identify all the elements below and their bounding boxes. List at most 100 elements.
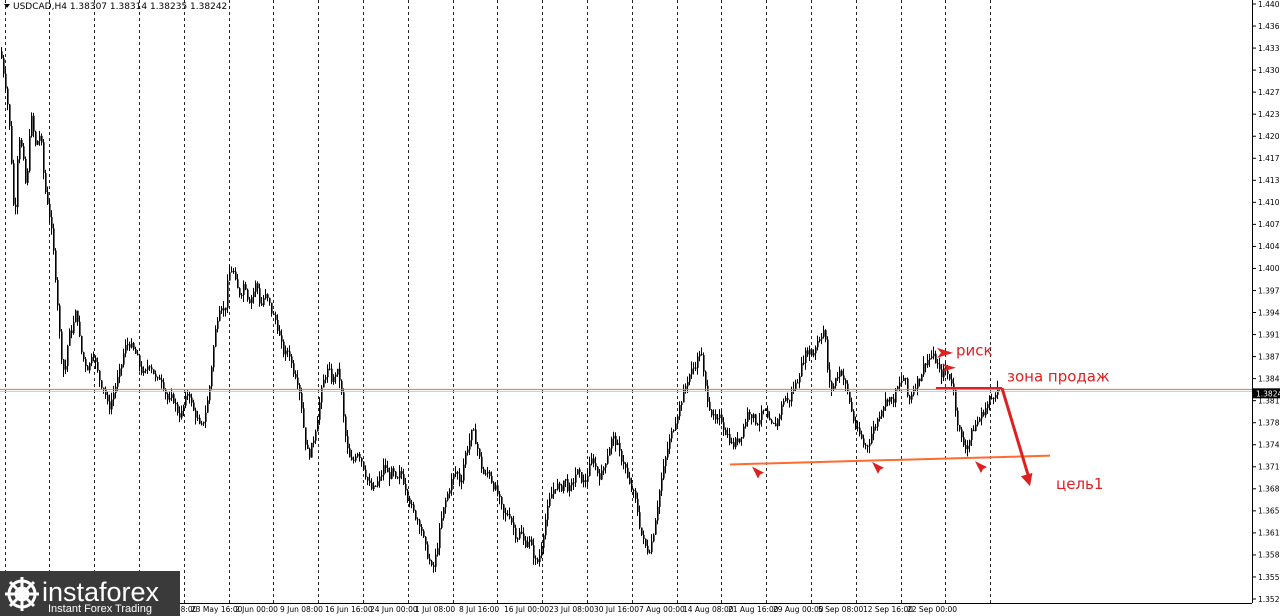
candle-body (129, 344, 131, 348)
candle-body (443, 507, 445, 519)
candle-body (291, 356, 293, 364)
candle-body (887, 399, 889, 402)
candle-body (597, 466, 599, 474)
candle-body (63, 359, 65, 370)
candle-body (995, 394, 997, 398)
candle-body (643, 534, 645, 539)
candle-body (189, 394, 191, 398)
candle-body (445, 500, 447, 508)
candle-body (909, 395, 911, 400)
candle-body (973, 429, 975, 432)
candle-body (653, 534, 655, 542)
candle-body (767, 410, 769, 418)
candle-body (493, 482, 495, 490)
candle-body (667, 448, 669, 458)
time-tick-label: 9 Jun 08:00 (280, 605, 323, 614)
candle-body (717, 418, 719, 420)
time-tick-label: 21 Aug 16:00 (728, 605, 779, 614)
candle-body (673, 430, 675, 432)
candle-body (841, 370, 843, 376)
candle-body (555, 489, 557, 491)
candle-body (563, 480, 565, 491)
candle-body (499, 494, 501, 497)
candle-body (571, 482, 573, 486)
candle-body (199, 417, 201, 424)
candle-body (785, 397, 787, 402)
candle-body (725, 429, 727, 435)
candle-body (623, 461, 625, 465)
candle-body (97, 362, 99, 371)
candle-body (421, 526, 423, 531)
candle-body (309, 448, 311, 458)
candle-body (983, 412, 985, 416)
candle-body (215, 328, 217, 347)
candle-body (133, 343, 135, 350)
candle-body (419, 520, 421, 527)
candle-body (951, 379, 953, 384)
candle-body (645, 538, 647, 546)
candle-body (807, 350, 809, 355)
price-tick-label: 1.37485 (1258, 441, 1280, 450)
candle-body (889, 397, 891, 402)
current-price-label: 1.38242 (1256, 389, 1280, 398)
candle-body (957, 410, 959, 426)
time-tick-label: 12 Sep 16:00 (863, 605, 913, 614)
price-tick-label: 1.35200 (1258, 595, 1280, 604)
candle-body (237, 279, 239, 289)
candle-body (879, 416, 881, 420)
candle-body (275, 314, 277, 321)
candle-body (519, 531, 521, 539)
candle-body (765, 409, 767, 411)
candle-body (733, 442, 735, 448)
candle-body (449, 490, 451, 494)
vertical-grid (5, 0, 991, 603)
candle-body (883, 406, 885, 411)
candle-body (679, 404, 681, 417)
candle-body (515, 527, 517, 539)
candle-body (247, 289, 249, 300)
candle-body (831, 381, 833, 389)
candle-body (625, 464, 627, 468)
candle-body (69, 330, 71, 346)
candle-body (543, 535, 545, 548)
candle-body (933, 353, 935, 357)
candle-body (707, 385, 709, 402)
candle-body (743, 426, 745, 438)
candle-body (979, 418, 981, 422)
candle-body (303, 408, 305, 428)
candle-body (975, 424, 977, 432)
candle-body (323, 379, 325, 388)
candle-body (505, 513, 507, 515)
candle-body (153, 369, 155, 374)
candle-body (965, 445, 967, 450)
candle-body (741, 437, 743, 439)
candle-body (453, 474, 455, 479)
price-tick-label: 1.41070 (1258, 198, 1280, 207)
chevron-down-icon[interactable] (4, 4, 10, 8)
candle-body (835, 378, 837, 387)
candle-body (373, 485, 375, 490)
candle-body (537, 559, 539, 563)
candle-body (17, 159, 19, 208)
candle-body (557, 483, 559, 490)
candle-body (145, 369, 147, 371)
price-tick-label: 1.35855 (1258, 551, 1280, 560)
candle-body (411, 504, 413, 506)
candle-body (737, 438, 739, 443)
candle-body (201, 423, 203, 425)
price-tick-label: 1.40090 (1258, 264, 1280, 273)
candle-body (219, 310, 221, 321)
candle-body (603, 467, 605, 471)
candle-body (561, 485, 563, 491)
candle-body (843, 375, 845, 380)
candle-body (795, 382, 797, 389)
candle-body (477, 444, 479, 449)
price-tick-label: 1.41395 (1258, 176, 1280, 185)
candle-body (613, 435, 615, 439)
candle-body (631, 483, 633, 491)
candle-body (119, 368, 121, 377)
candle-body (359, 454, 361, 459)
candle-body (901, 381, 903, 383)
candle-body (457, 472, 459, 474)
